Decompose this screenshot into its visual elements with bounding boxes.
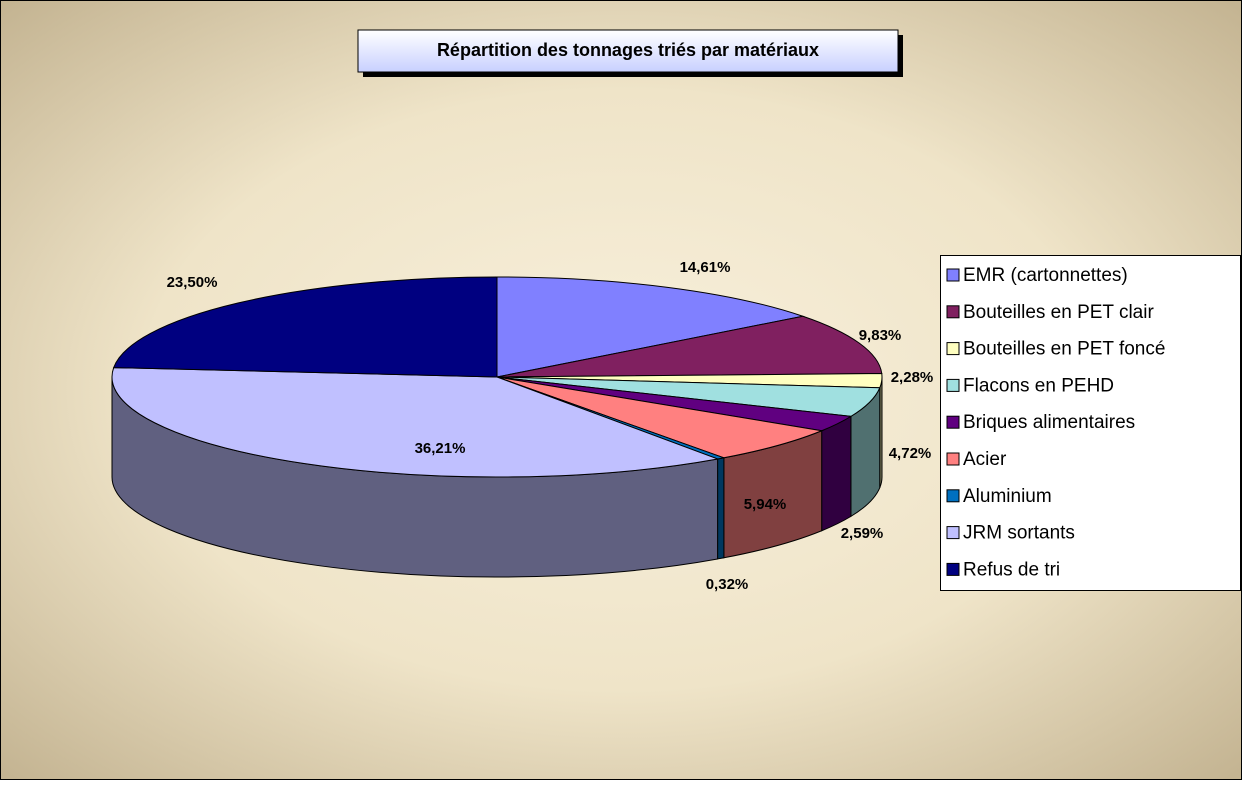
legend-swatch (946, 489, 960, 503)
legend-swatch (946, 526, 960, 540)
legend-label: Briques alimentaires (963, 412, 1135, 433)
data-label: 2,59% (841, 525, 884, 542)
legend-label: EMR (cartonnettes) (963, 265, 1128, 286)
legend-label: Flacons en PEHD (963, 375, 1114, 396)
legend-label: Bouteilles en PET foncé (963, 339, 1165, 360)
legend-swatch (946, 342, 960, 356)
data-label: 5,94% (744, 496, 787, 513)
pie-side (821, 415, 852, 532)
legend-label: Bouteilles en PET clair (963, 302, 1154, 323)
data-label: 36,21% (415, 440, 466, 457)
legend-box (940, 255, 1241, 591)
data-label: 23,50% (167, 274, 218, 291)
data-label: 14,61% (680, 259, 731, 276)
pie-slice (496, 315, 883, 378)
legend-label: Acier (963, 449, 1007, 470)
data-label: 0,32% (706, 576, 749, 593)
legend-label: Refus de tri (963, 559, 1060, 580)
pie-slice (112, 276, 498, 378)
legend-swatch (946, 415, 960, 429)
data-label: 9,83% (859, 327, 902, 344)
legend-label: JRM sortants (963, 523, 1075, 544)
chart-title: Répartition des tonnages triés par matér… (437, 40, 819, 60)
legend-swatch (946, 378, 960, 392)
pie-slice (496, 376, 824, 459)
pie-slice (496, 276, 805, 378)
pie-tops (111, 276, 883, 478)
title-box (357, 29, 899, 73)
pie-side (717, 457, 725, 560)
data-label: 4,72% (889, 445, 932, 462)
data-label: 2,28% (891, 369, 934, 386)
legend-swatch (946, 562, 960, 576)
legend-swatch (946, 452, 960, 466)
pie-slice (111, 367, 720, 478)
labels: 14,61% 9,83% 2,28% 4,72% 2,59% 5,94% 0,32% 36,2… (167, 259, 934, 593)
legend-label: Aluminium (963, 486, 1052, 507)
legend-swatch (946, 305, 960, 319)
legend-swatch (946, 268, 960, 282)
